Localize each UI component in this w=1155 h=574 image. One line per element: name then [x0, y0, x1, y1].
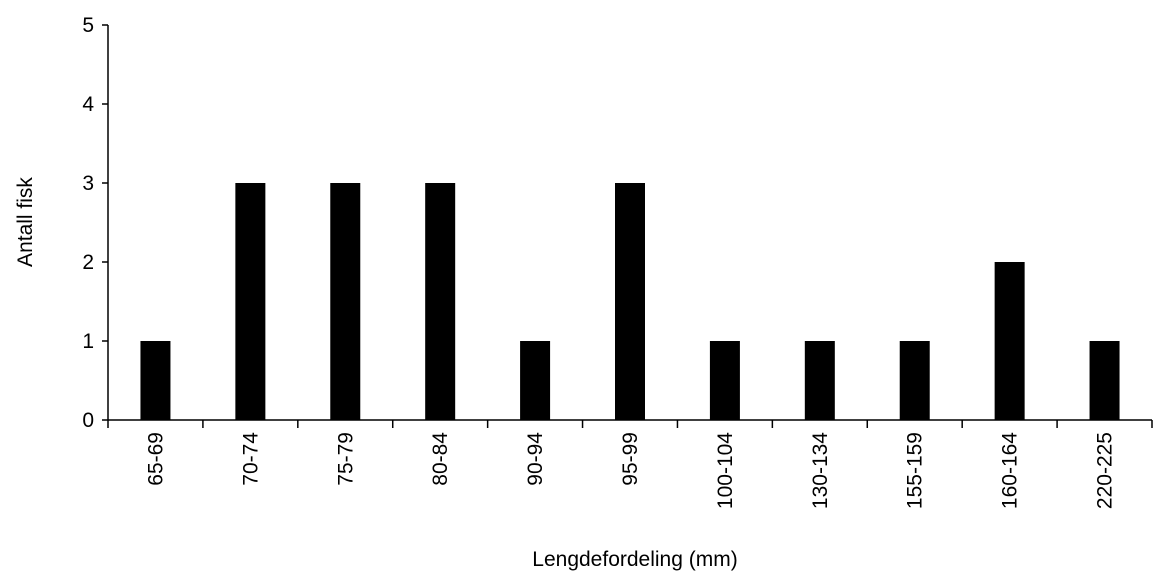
x-tick-label: 130-134 — [809, 432, 832, 509]
x-tick-label: 100-104 — [714, 432, 737, 509]
bar — [330, 183, 361, 420]
x-tick-label: 155-159 — [904, 432, 927, 509]
bar — [425, 183, 456, 420]
bar — [804, 341, 835, 420]
x-tick-label: 90-94 — [524, 432, 547, 486]
bar — [520, 341, 551, 420]
y-tick-label: 3 — [82, 172, 94, 195]
x-tick-label: 80-84 — [429, 432, 452, 486]
bar — [235, 183, 266, 420]
bar — [615, 183, 645, 420]
x-tick-label: 65-69 — [144, 432, 167, 486]
y-tick-label: 5 — [82, 14, 94, 37]
x-axis-title: Lengdefordeling (mm) — [532, 548, 737, 571]
x-tick-label: 160-164 — [999, 432, 1022, 509]
y-tick-label: 4 — [82, 93, 94, 116]
bar — [994, 262, 1025, 420]
x-tick-label: 95-99 — [619, 432, 642, 486]
y-tick-label: 1 — [82, 330, 94, 353]
y-axis-title: Antall fisk — [14, 177, 37, 267]
y-tick-label: 0 — [82, 409, 94, 432]
x-tick-label: 220-225 — [1094, 432, 1117, 509]
bar — [709, 341, 740, 420]
bar — [899, 341, 930, 420]
x-tick-label: 70-74 — [239, 432, 262, 486]
y-tick-label: 2 — [82, 251, 94, 274]
x-tick-label: 75-79 — [334, 432, 357, 486]
bar — [140, 341, 171, 420]
bar — [1089, 341, 1120, 420]
